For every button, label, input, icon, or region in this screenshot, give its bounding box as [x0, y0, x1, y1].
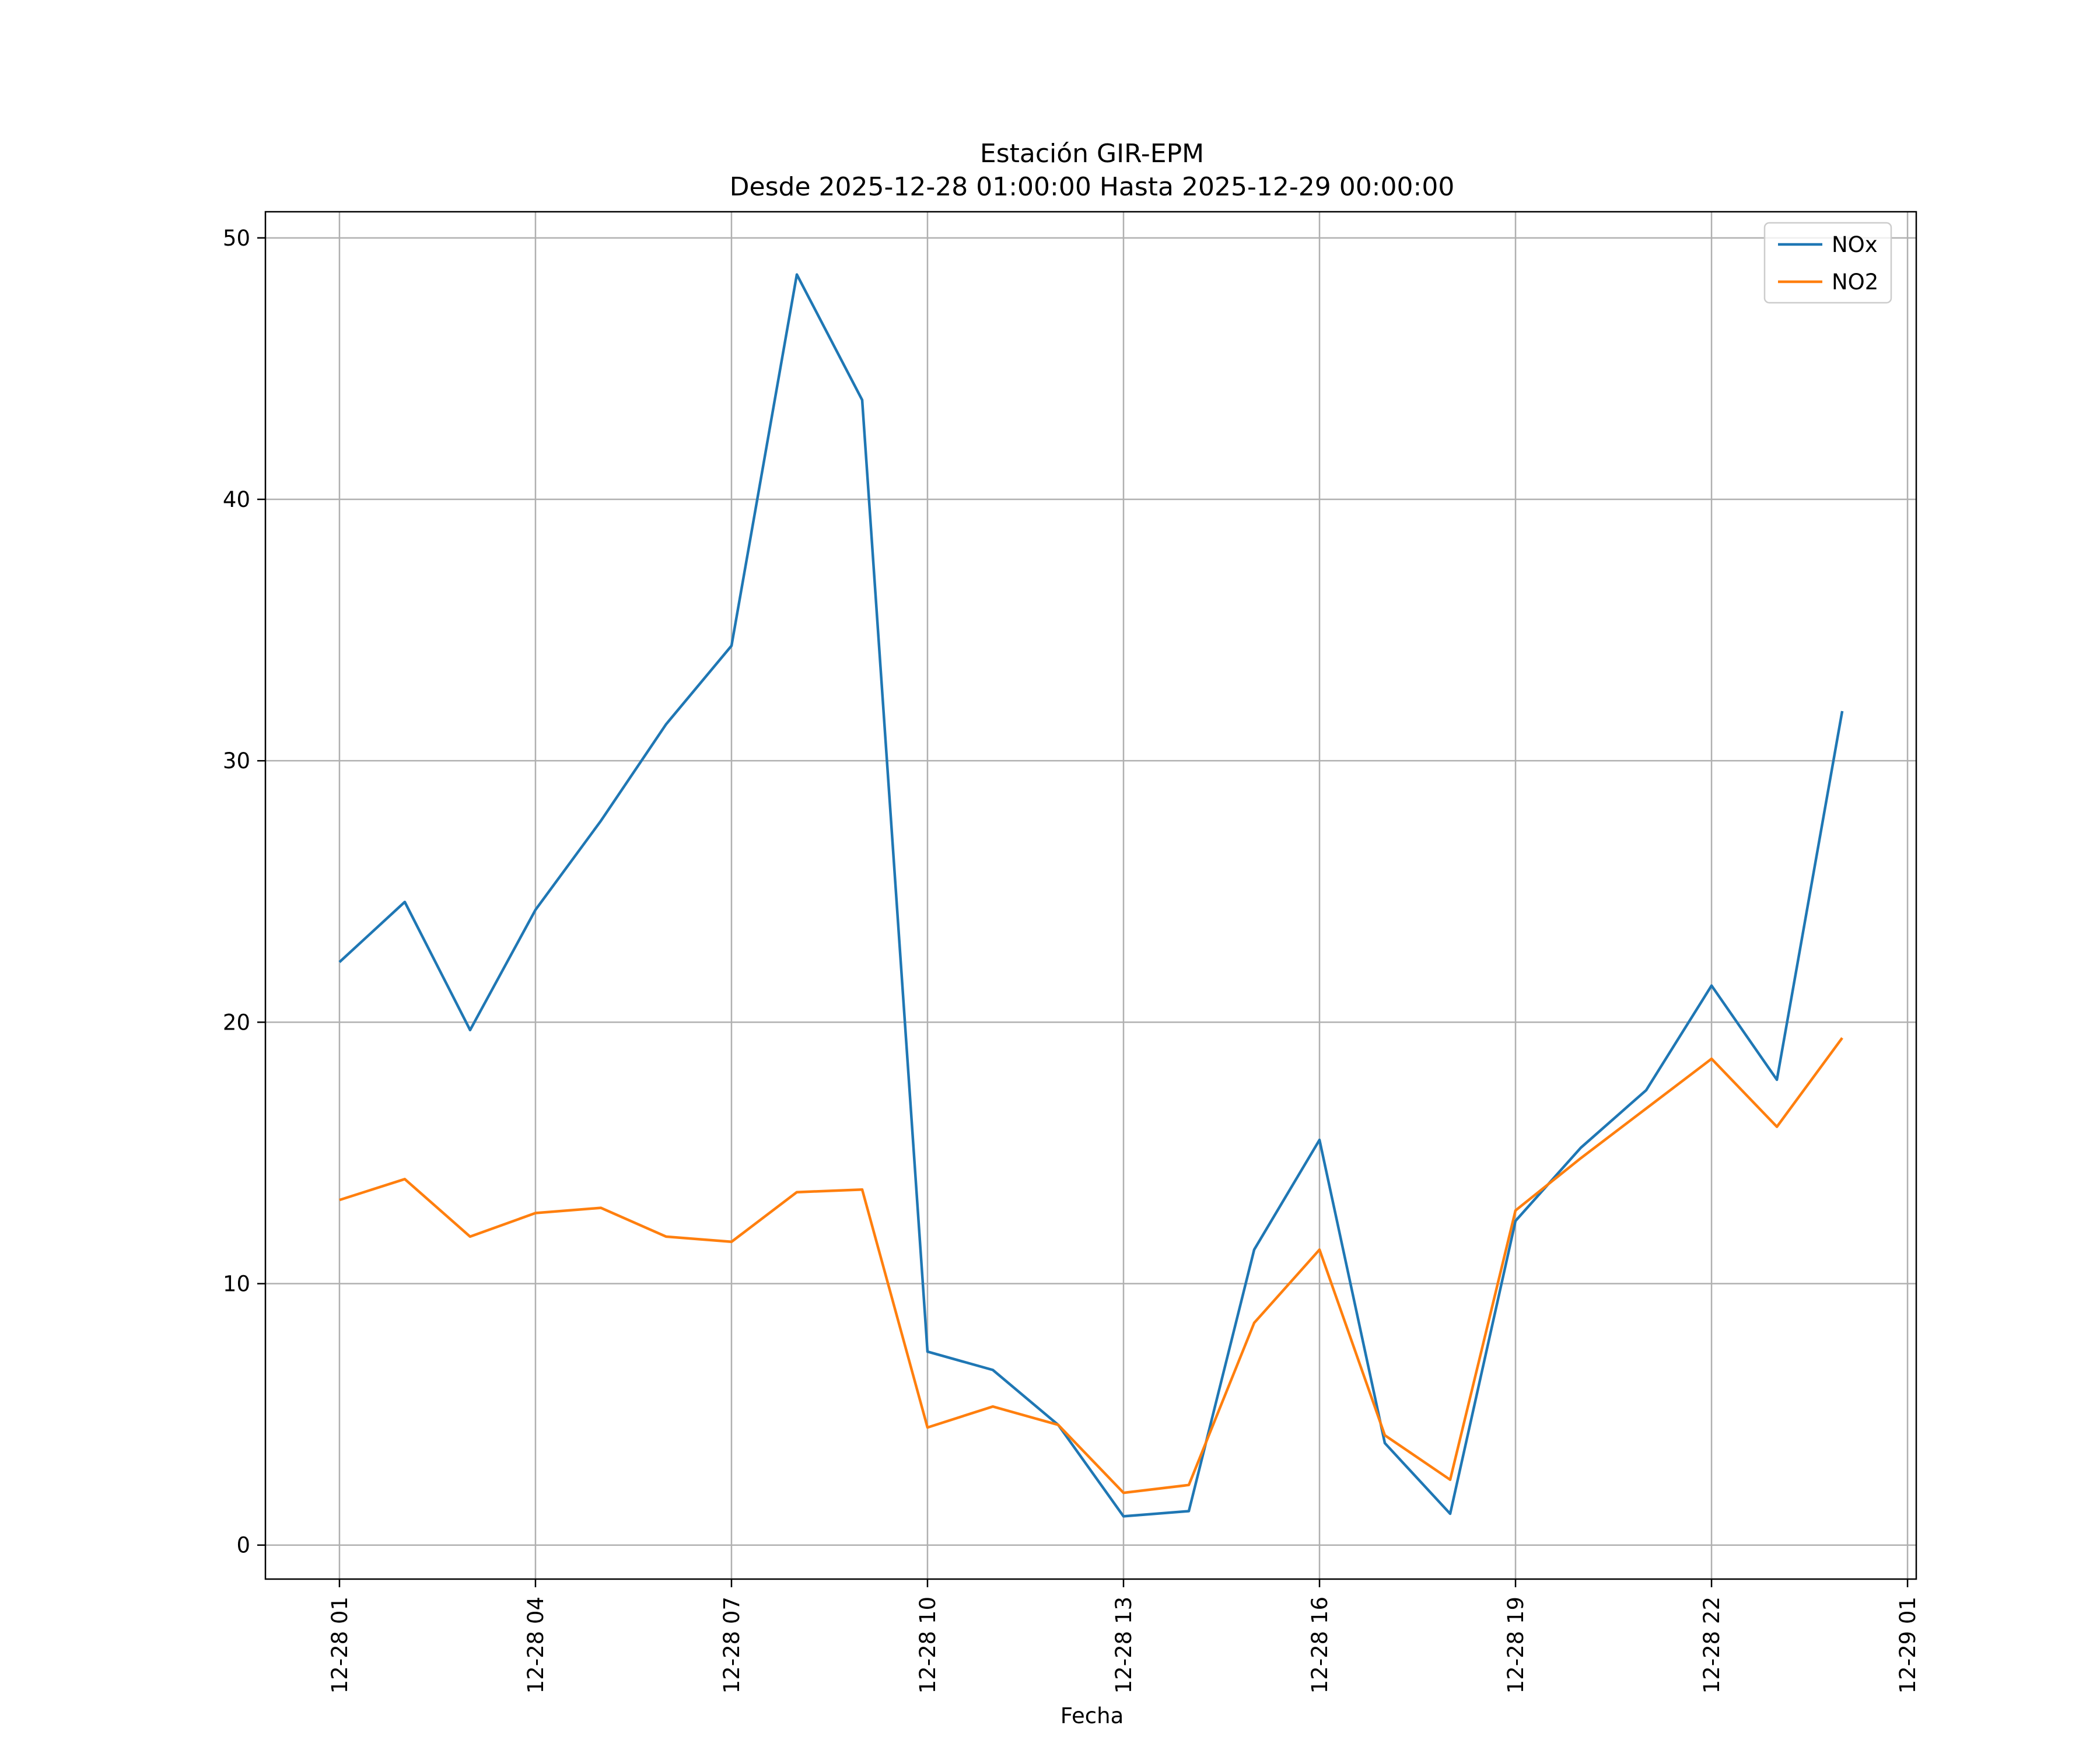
- x-axis-label: Fecha: [1060, 1703, 1124, 1728]
- series-line-nox: [338, 273, 1844, 1518]
- legend: NOx NO2: [1763, 222, 1892, 304]
- axis-ticks: 12-28 01 12-28 04 12-28 07 12-28 10 12-28 13…: [223, 226, 1920, 1694]
- x-tick-label: 12-28 19: [1503, 1597, 1528, 1693]
- chart-title: Estación GIR-EPM: [980, 139, 1204, 169]
- grid: [265, 212, 1916, 1579]
- y-tick-label: 10: [223, 1272, 250, 1297]
- legend-label-no2: NO2: [1832, 270, 1878, 295]
- x-tick-label: 12-28 04: [523, 1597, 548, 1693]
- x-tick-label: 12-28 22: [1699, 1597, 1724, 1693]
- x-tick-label: 12-28 10: [915, 1597, 940, 1693]
- y-tick-label: 30: [223, 748, 250, 774]
- x-tick-label: 12-28 07: [719, 1597, 744, 1693]
- y-tick-label: 20: [223, 1010, 250, 1035]
- x-tick-label: 12-28 01: [327, 1597, 352, 1693]
- x-tick-label: 12-29 01: [1895, 1597, 1920, 1693]
- series-line-no2: [339, 1037, 1843, 1494]
- y-tick-label: 50: [223, 226, 250, 251]
- chart-subtitle: Desde 2025-12-28 01:00:00 Hasta 2025-12-…: [730, 172, 1455, 202]
- legend-label-nox: NOx: [1832, 232, 1878, 257]
- x-tick-label: 12-28 13: [1111, 1597, 1136, 1693]
- y-tick-label: 0: [236, 1533, 250, 1558]
- y-tick-label: 40: [223, 487, 250, 512]
- x-tick-label: 12-28 16: [1307, 1597, 1332, 1693]
- series-lines: [338, 273, 1844, 1518]
- axes-frame: [264, 211, 1917, 1580]
